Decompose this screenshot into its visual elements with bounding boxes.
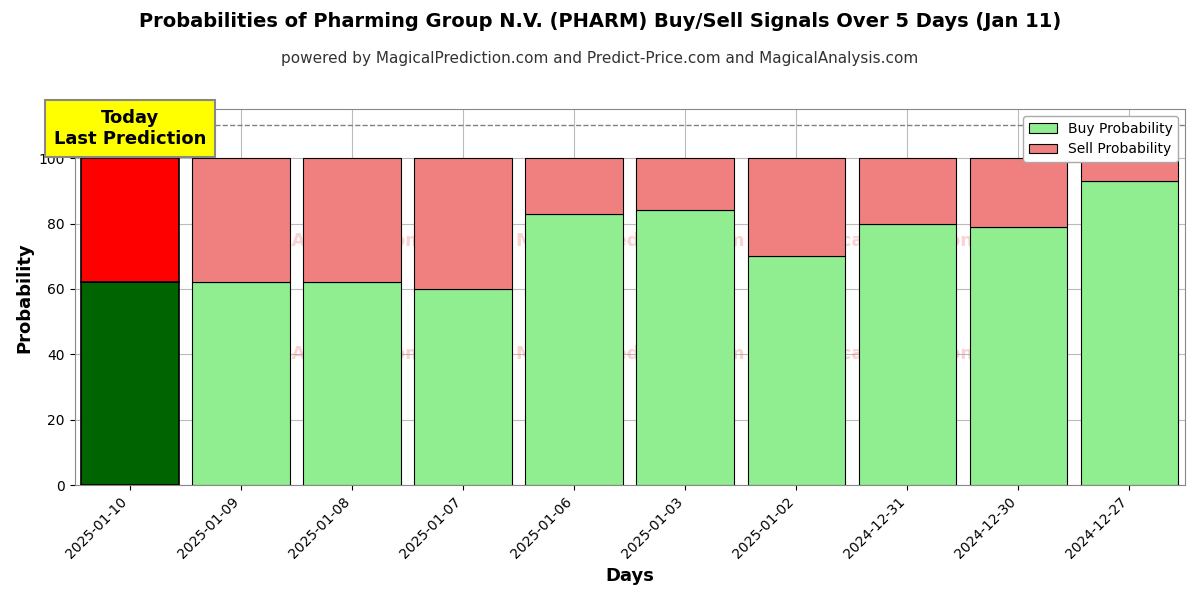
Bar [636, 211, 734, 485]
Bar [748, 158, 845, 256]
Bar [82, 158, 179, 283]
Bar [414, 158, 512, 289]
X-axis label: Days: Days [605, 567, 654, 585]
Bar [526, 214, 623, 485]
Legend: Buy Probability, Sell Probability: Buy Probability, Sell Probability [1024, 116, 1178, 162]
Bar [192, 158, 290, 283]
Text: MagicalPrediction.com: MagicalPrediction.com [515, 344, 744, 362]
Bar [192, 283, 290, 485]
Bar [858, 158, 956, 224]
Text: MagicalPrediction.com: MagicalPrediction.com [793, 232, 1022, 250]
Bar [748, 256, 845, 485]
Bar [1081, 181, 1178, 485]
Bar [1081, 158, 1178, 181]
Bar [304, 158, 401, 283]
Bar [970, 227, 1067, 485]
Bar [636, 158, 734, 211]
Text: Today
Last Prediction: Today Last Prediction [54, 109, 206, 148]
Text: MagicalPrediction.com: MagicalPrediction.com [793, 344, 1022, 362]
Bar [414, 289, 512, 485]
Text: MagicalAnalysis.com: MagicalAnalysis.com [214, 232, 424, 250]
Text: Probabilities of Pharming Group N.V. (PHARM) Buy/Sell Signals Over 5 Days (Jan 1: Probabilities of Pharming Group N.V. (PH… [139, 12, 1061, 31]
Y-axis label: Probability: Probability [16, 242, 34, 353]
Bar [304, 283, 401, 485]
Bar [858, 224, 956, 485]
Text: MagicalAnalysis.com: MagicalAnalysis.com [214, 344, 424, 362]
Bar [526, 158, 623, 214]
Bar [82, 283, 179, 485]
Text: MagicalPrediction.com: MagicalPrediction.com [515, 232, 744, 250]
Text: powered by MagicalPrediction.com and Predict-Price.com and MagicalAnalysis.com: powered by MagicalPrediction.com and Pre… [281, 51, 919, 66]
Bar [970, 158, 1067, 227]
